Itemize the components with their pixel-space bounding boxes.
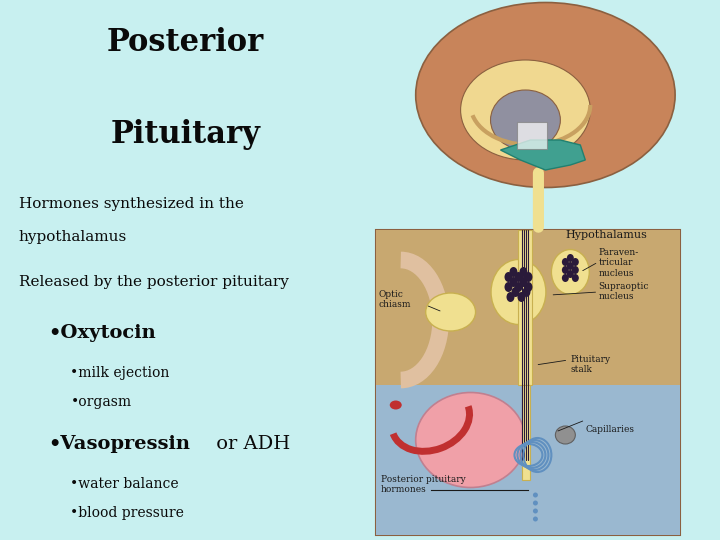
Polygon shape [523, 385, 531, 480]
Text: Optic
chiasm: Optic chiasm [379, 290, 411, 309]
Ellipse shape [567, 254, 574, 262]
Ellipse shape [533, 492, 538, 497]
Ellipse shape [533, 501, 538, 505]
Text: Pituitary
stalk: Pituitary stalk [570, 355, 611, 374]
Text: •water balance: •water balance [71, 477, 179, 491]
Ellipse shape [572, 266, 579, 274]
FancyBboxPatch shape [376, 230, 680, 535]
Ellipse shape [515, 282, 523, 292]
Ellipse shape [533, 516, 538, 522]
Ellipse shape [510, 267, 518, 277]
Ellipse shape [552, 249, 589, 294]
Text: Paraven-
tricular
nucleus: Paraven- tricular nucleus [598, 248, 639, 278]
Text: Hormones synthesized in the: Hormones synthesized in the [19, 197, 243, 211]
Text: or ADH: or ADH [210, 435, 289, 453]
Text: Supraoptic
nucleus: Supraoptic nucleus [598, 282, 649, 301]
Ellipse shape [518, 292, 526, 302]
Ellipse shape [567, 270, 574, 278]
Ellipse shape [555, 426, 575, 444]
Ellipse shape [562, 258, 569, 266]
Ellipse shape [415, 393, 526, 488]
Ellipse shape [415, 3, 675, 187]
Ellipse shape [562, 266, 569, 274]
Ellipse shape [506, 292, 515, 302]
Ellipse shape [572, 274, 579, 282]
Ellipse shape [505, 272, 513, 282]
Polygon shape [518, 230, 532, 385]
FancyBboxPatch shape [376, 385, 680, 535]
Ellipse shape [562, 274, 569, 282]
Ellipse shape [524, 282, 532, 292]
Text: hypothalamus: hypothalamus [19, 230, 127, 244]
Text: Released by the posterior pituitary: Released by the posterior pituitary [19, 275, 289, 289]
Ellipse shape [505, 282, 513, 292]
Text: Pituitary: Pituitary [110, 119, 261, 150]
Ellipse shape [523, 287, 531, 297]
Ellipse shape [390, 401, 402, 409]
Text: •orgasm: •orgasm [71, 395, 132, 409]
Text: •milk ejection: •milk ejection [71, 366, 170, 380]
Text: Capillaries: Capillaries [585, 425, 634, 434]
Text: •Oxytocin: •Oxytocin [48, 324, 156, 342]
Text: Posterior pituitary
hormones: Posterior pituitary hormones [381, 475, 466, 495]
Ellipse shape [511, 287, 519, 297]
Ellipse shape [519, 277, 528, 287]
Ellipse shape [567, 262, 574, 270]
FancyBboxPatch shape [518, 122, 547, 149]
Polygon shape [500, 140, 585, 170]
Ellipse shape [519, 267, 528, 277]
Ellipse shape [572, 258, 579, 266]
Text: •Vasopressin: •Vasopressin [48, 435, 190, 453]
FancyBboxPatch shape [376, 230, 680, 385]
Ellipse shape [524, 272, 532, 282]
Ellipse shape [515, 272, 523, 282]
Ellipse shape [510, 277, 518, 287]
Ellipse shape [533, 509, 538, 514]
Ellipse shape [426, 293, 475, 331]
Ellipse shape [491, 260, 546, 325]
Text: Hypothalamus: Hypothalamus [565, 230, 647, 240]
Text: •blood pressure: •blood pressure [71, 506, 184, 520]
Ellipse shape [461, 60, 590, 160]
Ellipse shape [490, 90, 560, 150]
Text: Posterior: Posterior [107, 27, 264, 58]
